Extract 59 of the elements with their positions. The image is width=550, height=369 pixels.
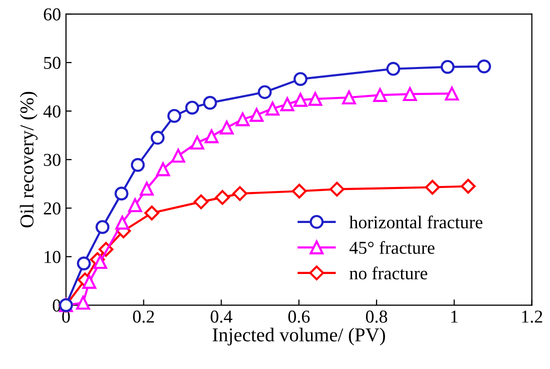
point [250,108,264,122]
point [190,136,204,150]
point [215,190,230,205]
point [294,72,308,86]
legend-label: no fracture [350,266,428,280]
legend-label: horizontal fracture [349,216,482,228]
y-tick-label: 10 [44,250,60,264]
x-tick-label: 0.8 [366,310,388,323]
point [258,85,272,100]
point [266,102,280,116]
point [403,87,417,102]
point [203,96,217,110]
point [444,86,459,101]
point [130,158,145,172]
point [386,62,400,76]
point [167,108,182,123]
point [292,184,307,199]
y-tick-label: 50 [44,56,60,69]
point [93,255,108,269]
y-tick-label: 60 [44,8,60,20]
point [204,129,219,144]
y-tick-label: 20 [44,202,60,215]
x-tick-label: 0.6 [288,310,310,323]
y-tick-label: 40 [43,105,60,118]
point [156,162,170,176]
point [373,88,388,102]
point [280,97,294,112]
point [185,100,200,115]
point [330,182,344,197]
x-tick-label: 0.4 [210,310,232,323]
point [140,182,154,196]
y-axis-title: Oil recovery/ (%) [20,92,38,228]
y-tick-label: 30 [44,154,60,166]
point [82,274,96,289]
point [477,59,492,74]
point [150,130,165,145]
x-tick-label: 0.2 [133,310,154,323]
point [425,180,440,195]
point [460,178,476,194]
point [96,220,110,234]
point [115,216,130,230]
point [236,112,250,126]
point [171,148,186,163]
point [194,194,209,210]
point [440,60,455,74]
point [114,186,128,201]
point [128,198,142,212]
x-axis-title: Injected volume/ (PV) [212,328,386,346]
point [232,186,248,201]
point [144,206,160,220]
point [342,90,356,104]
point [76,296,90,310]
point [308,92,322,106]
point [220,120,234,135]
point [294,92,308,107]
x-tick-label: 1.2 [522,310,542,323]
x-tick-label: 1 [451,310,458,323]
point [76,256,91,270]
legend-label: 45° fracture [350,241,434,254]
